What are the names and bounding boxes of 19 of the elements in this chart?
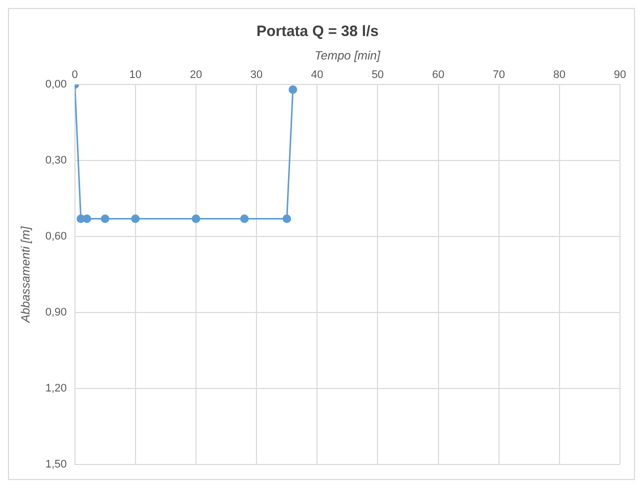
- y-tick-label: 0,90: [45, 306, 67, 319]
- x-tick-label: 60: [432, 69, 444, 82]
- y-axis-title: Abbassamenti [m]: [18, 226, 33, 324]
- chart-title: Portata Q = 38 l/s: [256, 23, 379, 40]
- y-tick-label: 1,20: [45, 382, 67, 394]
- x-tick-label: 20: [190, 69, 202, 82]
- x-tick-label: 30: [250, 69, 263, 82]
- y-tick-label: 0,30: [45, 154, 67, 167]
- x-axis-title: Tempo [min]: [314, 48, 381, 63]
- x-tick-label: 0: [72, 69, 78, 82]
- y-tick-label: 0,60: [45, 230, 67, 243]
- x-tick-label: 80: [553, 69, 566, 82]
- x-tick-label: 90: [614, 69, 626, 82]
- y-tick-label: 0,00: [45, 78, 67, 91]
- x-tick-label: 40: [310, 69, 324, 82]
- y-tick-label: 1,50: [45, 458, 67, 470]
- x-tick-label: 50: [372, 69, 384, 82]
- x-tick-label: 70: [492, 69, 505, 82]
- x-tick-label: 10: [129, 69, 142, 82]
